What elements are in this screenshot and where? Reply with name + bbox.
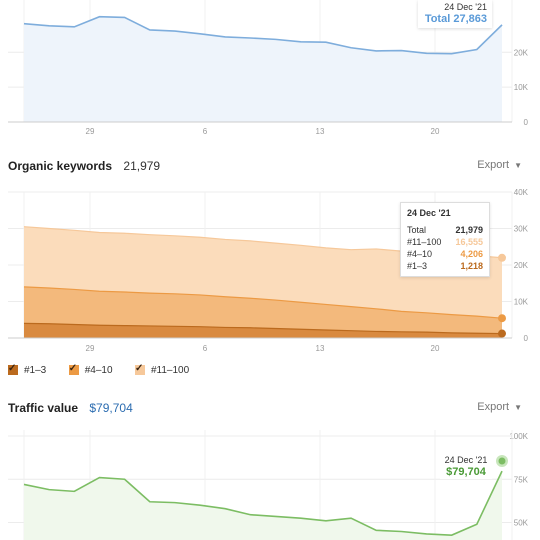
series-line: [23, 15, 503, 55]
series-4-10-line: [23, 286, 503, 319]
traffic-tooltip-date: 24 Dec '21: [444, 2, 487, 12]
series-4-10-area: [24, 286, 502, 334]
traffic-value-tooltip-value: $79,704: [446, 466, 486, 478]
keywords-export-button[interactable]: Export ▼: [477, 159, 522, 171]
legend-item-11-100[interactable]: ✓ #11–100: [134, 363, 190, 376]
x-tick-label: 6: [203, 127, 208, 136]
traffic-value-tooltip-date: 24 Dec '21: [444, 455, 488, 465]
traffic-value-chart: 100K 75K 50K: [8, 430, 529, 540]
tooltip-row-1-3: #1–3 1,218: [401, 260, 489, 276]
area-fill: [24, 16, 502, 122]
x-tick-label: 29: [86, 344, 95, 353]
y-tick-label: 40K: [514, 188, 529, 197]
y-tick-label: 10K: [514, 83, 529, 92]
x-tick-label: 6: [203, 344, 208, 353]
x-tick-label: 29: [86, 127, 95, 136]
legend-item-4-10[interactable]: ✓ #4–10: [68, 363, 113, 376]
tooltip-11-100-label: #11–100: [407, 237, 442, 247]
checkbox-icon: ✓: [68, 363, 79, 375]
keywords-legend: ✓ #1–3 ✓ #4–10 ✓ #11–100: [8, 362, 207, 380]
tooltip-row-total: Total 21,979: [401, 224, 489, 236]
chevron-down-icon: ▼: [514, 403, 522, 412]
tooltip-1-3-value: 1,218: [460, 261, 483, 271]
organic-traffic-chart: 20K 10K 0 29 6 13 20: [8, 0, 529, 136]
y-tick-label: 20K: [514, 261, 529, 270]
legend-label-4-10: #4–10: [84, 364, 113, 376]
legend-label-1-3: #1–3: [24, 364, 47, 376]
keywords-tooltip: 24 Dec '21 Total 21,979 #11–100 16,555 #4–…: [400, 202, 490, 277]
tooltip-row-11-100: #11–100 16,555: [401, 236, 489, 248]
series-1-3-marker: [498, 329, 506, 338]
organic-keywords-title: Organic keywords 21,979: [8, 159, 160, 173]
tooltip-11-100-value: 16,555: [455, 237, 483, 247]
chevron-down-icon: ▼: [514, 161, 522, 170]
tooltip-4-10-label: #4–10: [407, 249, 433, 259]
organic-keywords-label: Organic keywords: [8, 159, 113, 173]
traffic-value-tooltip: 24 Dec '21 $79,704: [440, 455, 492, 479]
keywords-export-label: Export: [477, 159, 510, 171]
tooltip-total-label: Total: [407, 225, 427, 235]
x-tick-label: 13: [316, 344, 325, 353]
series-line: [23, 470, 503, 536]
y-tick-label: 100K: [509, 432, 528, 441]
series-4-10-marker: [498, 314, 506, 323]
traffic-value-title: Traffic value $79,704: [8, 401, 133, 415]
tooltip-total-value: 21,979: [455, 225, 483, 235]
y-tick-label: 20K: [514, 48, 529, 57]
series-1-3-line: [23, 322, 503, 335]
legend-label-11-100: #11–100: [150, 364, 190, 376]
area-fill: [24, 471, 502, 540]
tooltip-1-3-label: #1–3: [407, 261, 428, 271]
series-11-100-marker: [498, 253, 506, 262]
legend-item-1-3[interactable]: ✓ #1–3: [8, 363, 47, 376]
traffic-value-amount: $79,704: [89, 401, 133, 415]
x-tick-label: 20: [431, 344, 440, 353]
traffic-value-export-button[interactable]: Export ▼: [477, 401, 522, 413]
organic-keywords-value: 21,979: [123, 159, 161, 173]
x-tick-label: 13: [316, 127, 325, 136]
tooltip-row-4-10: #4–10 4,206: [401, 248, 489, 260]
y-tick-label: 0: [524, 118, 529, 127]
checkbox-icon: ✓: [8, 363, 18, 375]
keywords-tooltip-date: 24 Dec '21: [407, 208, 451, 218]
series-1-3-area: [24, 323, 502, 338]
traffic-tooltip-value: 27,863: [453, 13, 487, 25]
x-tick-label: 20: [431, 127, 440, 136]
y-tick-label: 30K: [514, 225, 529, 234]
y-tick-label: 10K: [514, 298, 529, 307]
hover-marker: [498, 457, 506, 465]
traffic-tooltip-label: Total: [424, 13, 451, 25]
traffic-value-label: Traffic value: [8, 401, 79, 415]
tooltip-4-10-value: 4,206: [460, 249, 483, 259]
y-tick-label: 75K: [514, 475, 529, 484]
y-tick-label: 0: [524, 334, 529, 343]
checkbox-icon: ✓: [134, 363, 145, 375]
traffic-tooltip: 24 Dec '21 Total 27,863: [418, 0, 492, 28]
organic-keywords-chart: 40K 30K 20K 10K 0 29 6 13 20: [8, 188, 529, 353]
y-tick-label: 50K: [514, 519, 529, 528]
traffic-value-export-label: Export: [477, 401, 510, 413]
